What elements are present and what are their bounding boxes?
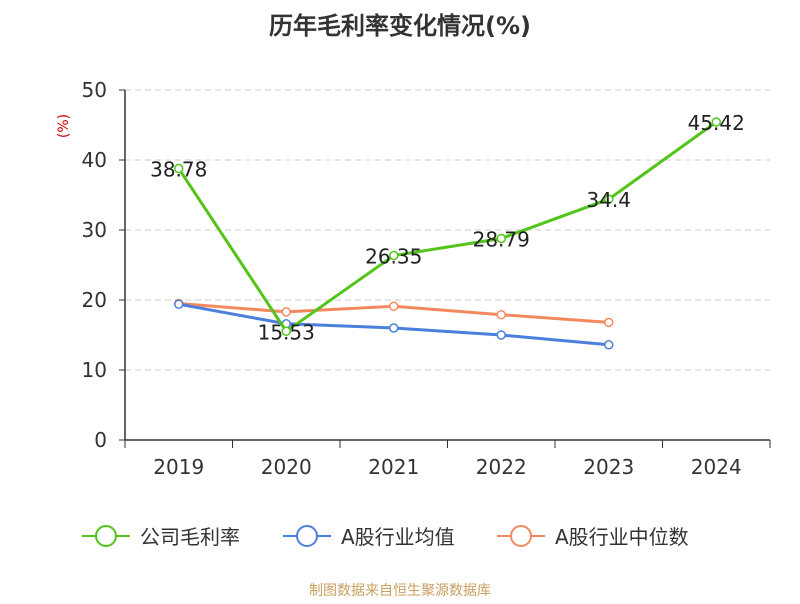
y-tick-label: 30 bbox=[82, 218, 107, 242]
x-tick-label: 2024 bbox=[691, 455, 742, 479]
data-point bbox=[174, 163, 184, 174]
x-tick-label: 2021 bbox=[368, 455, 419, 479]
data-point bbox=[604, 340, 614, 350]
legend-item[interactable]: A股行业均值 bbox=[283, 525, 455, 549]
x-tick-label: 2022 bbox=[476, 455, 527, 479]
data-point bbox=[496, 233, 506, 244]
legend-item[interactable]: 公司毛利率 bbox=[82, 525, 240, 549]
data-point bbox=[174, 299, 184, 309]
data-point bbox=[281, 307, 291, 317]
legend-label: A股行业中位数 bbox=[555, 525, 689, 549]
y-tick-label: 0 bbox=[94, 428, 107, 452]
gridlines bbox=[125, 89, 770, 371]
legend-item[interactable]: A股行业中位数 bbox=[497, 525, 689, 549]
y-tick-label: 10 bbox=[82, 358, 107, 382]
data-label: 26.35 bbox=[365, 245, 422, 269]
data-point bbox=[389, 301, 399, 312]
legend-label: 公司毛利率 bbox=[140, 525, 240, 549]
y-axis-label: (%) bbox=[56, 114, 72, 138]
data-point bbox=[496, 330, 506, 340]
x-tick-label: 2023 bbox=[583, 455, 634, 479]
data-point bbox=[711, 117, 721, 127]
x-tick-label: 2020 bbox=[261, 455, 312, 479]
series-line bbox=[177, 120, 718, 333]
legend: 公司毛利率 A股行业均值 A股行业中位数 bbox=[82, 525, 689, 549]
data-label: 28.79 bbox=[473, 227, 530, 251]
y-tick-label: 40 bbox=[82, 148, 107, 172]
legend-marker-icon bbox=[296, 525, 318, 547]
y-tick-label: 20 bbox=[82, 288, 107, 312]
data-point bbox=[496, 309, 506, 320]
y-tick-label: 50 bbox=[82, 78, 107, 102]
legend-label: A股行业均值 bbox=[341, 525, 455, 549]
chart-title: 历年毛利率变化情况(%) bbox=[269, 12, 531, 40]
source-note: 制图数据来自恒生聚源数据库 bbox=[309, 583, 491, 599]
axes: 0 10 20 30 40 50 2019 2020 2021 2022 2023 2024 bbox=[82, 78, 771, 479]
legend-marker-icon bbox=[510, 525, 532, 547]
x-tick-label: 2019 bbox=[153, 455, 204, 479]
data-labels: 38.78 15.53 26.35 28.79 34.4 45.42 bbox=[150, 111, 745, 344]
data-point bbox=[389, 323, 399, 333]
series-group bbox=[174, 117, 721, 350]
data-point bbox=[389, 250, 399, 261]
legend-marker-icon bbox=[95, 525, 117, 547]
data-point bbox=[281, 326, 291, 337]
data-point bbox=[604, 317, 614, 328]
data-label: 15.53 bbox=[258, 320, 315, 344]
data-label: 34.4 bbox=[586, 188, 631, 212]
data-label: 38.78 bbox=[150, 158, 207, 182]
data-label: 45.42 bbox=[688, 111, 745, 135]
data-point bbox=[604, 194, 614, 204]
